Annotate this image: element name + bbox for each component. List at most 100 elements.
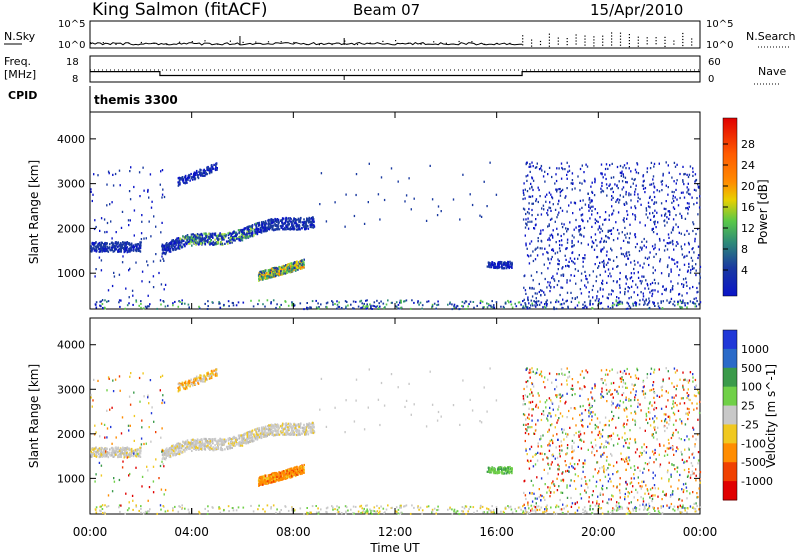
velocity-echo xyxy=(295,433,298,437)
power-echo xyxy=(641,240,643,243)
nsearch-dot xyxy=(242,41,244,43)
velocity-echo xyxy=(223,443,225,446)
power-echo xyxy=(265,222,267,225)
nsearch-dot xyxy=(484,43,486,45)
power-echo xyxy=(687,208,689,211)
power-echo xyxy=(336,300,338,303)
power-echo xyxy=(212,232,214,235)
power-echo xyxy=(135,299,137,302)
power-echo xyxy=(534,166,537,169)
power-echo xyxy=(130,166,132,169)
power-echo xyxy=(528,212,530,215)
power-echo xyxy=(531,295,534,298)
power-echo xyxy=(164,305,167,308)
power-echo xyxy=(300,260,302,263)
power-echo xyxy=(294,219,297,222)
power-echo xyxy=(203,172,205,175)
power-echo xyxy=(216,235,219,238)
velocity-echo xyxy=(257,427,260,430)
velocity-echo xyxy=(120,454,123,457)
power-echo xyxy=(199,168,201,171)
velocity-echo xyxy=(224,448,226,451)
power-echo xyxy=(643,275,645,278)
power-echo xyxy=(295,264,297,267)
power-echo xyxy=(525,292,527,295)
power-echo xyxy=(531,208,533,212)
power-echo xyxy=(177,305,180,308)
velocity-echo xyxy=(271,431,274,434)
power-echo xyxy=(637,293,639,297)
power-echo xyxy=(552,203,554,206)
power-echo xyxy=(531,185,533,188)
power-echo xyxy=(129,198,132,201)
power-echo xyxy=(664,212,667,215)
power-echo xyxy=(260,275,262,278)
power-echo xyxy=(621,188,623,191)
velocity-echo xyxy=(214,444,216,447)
power-echo xyxy=(216,167,218,170)
power-echo xyxy=(689,271,692,274)
power-echo xyxy=(112,243,115,246)
power-echo xyxy=(177,237,180,240)
power-echo xyxy=(633,291,635,294)
power-echo xyxy=(653,215,655,218)
power-echo xyxy=(486,265,489,268)
power-echo xyxy=(259,270,262,273)
power-echo xyxy=(652,227,654,230)
power-echo xyxy=(696,300,698,303)
power-echo xyxy=(656,189,658,192)
power-echo xyxy=(291,302,294,305)
power-echo xyxy=(667,164,669,167)
power-echo xyxy=(616,165,619,169)
velocity-echo xyxy=(292,425,294,428)
power-echo xyxy=(559,191,561,194)
power-echo xyxy=(674,262,676,265)
velocity-echo xyxy=(170,450,173,453)
power-echo xyxy=(643,244,645,247)
velocity-echo xyxy=(176,445,179,448)
power-echo xyxy=(531,302,533,305)
power-echo xyxy=(651,292,654,295)
velocity-echo xyxy=(209,440,212,443)
power-echo xyxy=(643,303,645,306)
power-echo xyxy=(524,289,527,292)
velocity-echo xyxy=(167,453,170,456)
nsearch-dot xyxy=(557,37,559,39)
power-echo xyxy=(688,205,690,208)
power-echo xyxy=(534,224,537,227)
velocity-echo xyxy=(272,434,275,437)
power-echo xyxy=(676,241,678,244)
power-echo xyxy=(195,234,198,237)
power-echo xyxy=(637,261,639,264)
power-echo xyxy=(100,300,102,303)
power-echo xyxy=(632,304,635,307)
power-echo xyxy=(690,268,692,272)
power-echo xyxy=(313,225,316,228)
power-echo xyxy=(291,265,293,268)
power-echo xyxy=(291,268,294,271)
power-echo xyxy=(610,275,612,278)
power-echo xyxy=(362,304,365,307)
power-echo xyxy=(384,306,386,309)
power-echo xyxy=(189,236,191,239)
power-echo xyxy=(647,284,649,287)
power-echo xyxy=(276,273,278,276)
power-echo xyxy=(559,194,562,197)
velocity-echo xyxy=(257,436,259,439)
nsearch-dot xyxy=(471,41,473,43)
velocity-echo xyxy=(101,455,103,458)
power-echo xyxy=(178,241,180,244)
velocity-echo xyxy=(174,447,177,450)
power-echo xyxy=(146,306,148,309)
power-echo xyxy=(658,248,660,251)
power-echo xyxy=(626,202,628,205)
power-echo xyxy=(418,303,420,306)
power-echo xyxy=(532,179,535,182)
power-echo xyxy=(186,241,188,244)
power-echo xyxy=(561,166,563,170)
power-echo xyxy=(526,254,529,257)
power-echo xyxy=(186,234,189,237)
power-echo xyxy=(209,167,212,170)
power-echo xyxy=(286,224,288,227)
power-echo xyxy=(507,260,509,263)
